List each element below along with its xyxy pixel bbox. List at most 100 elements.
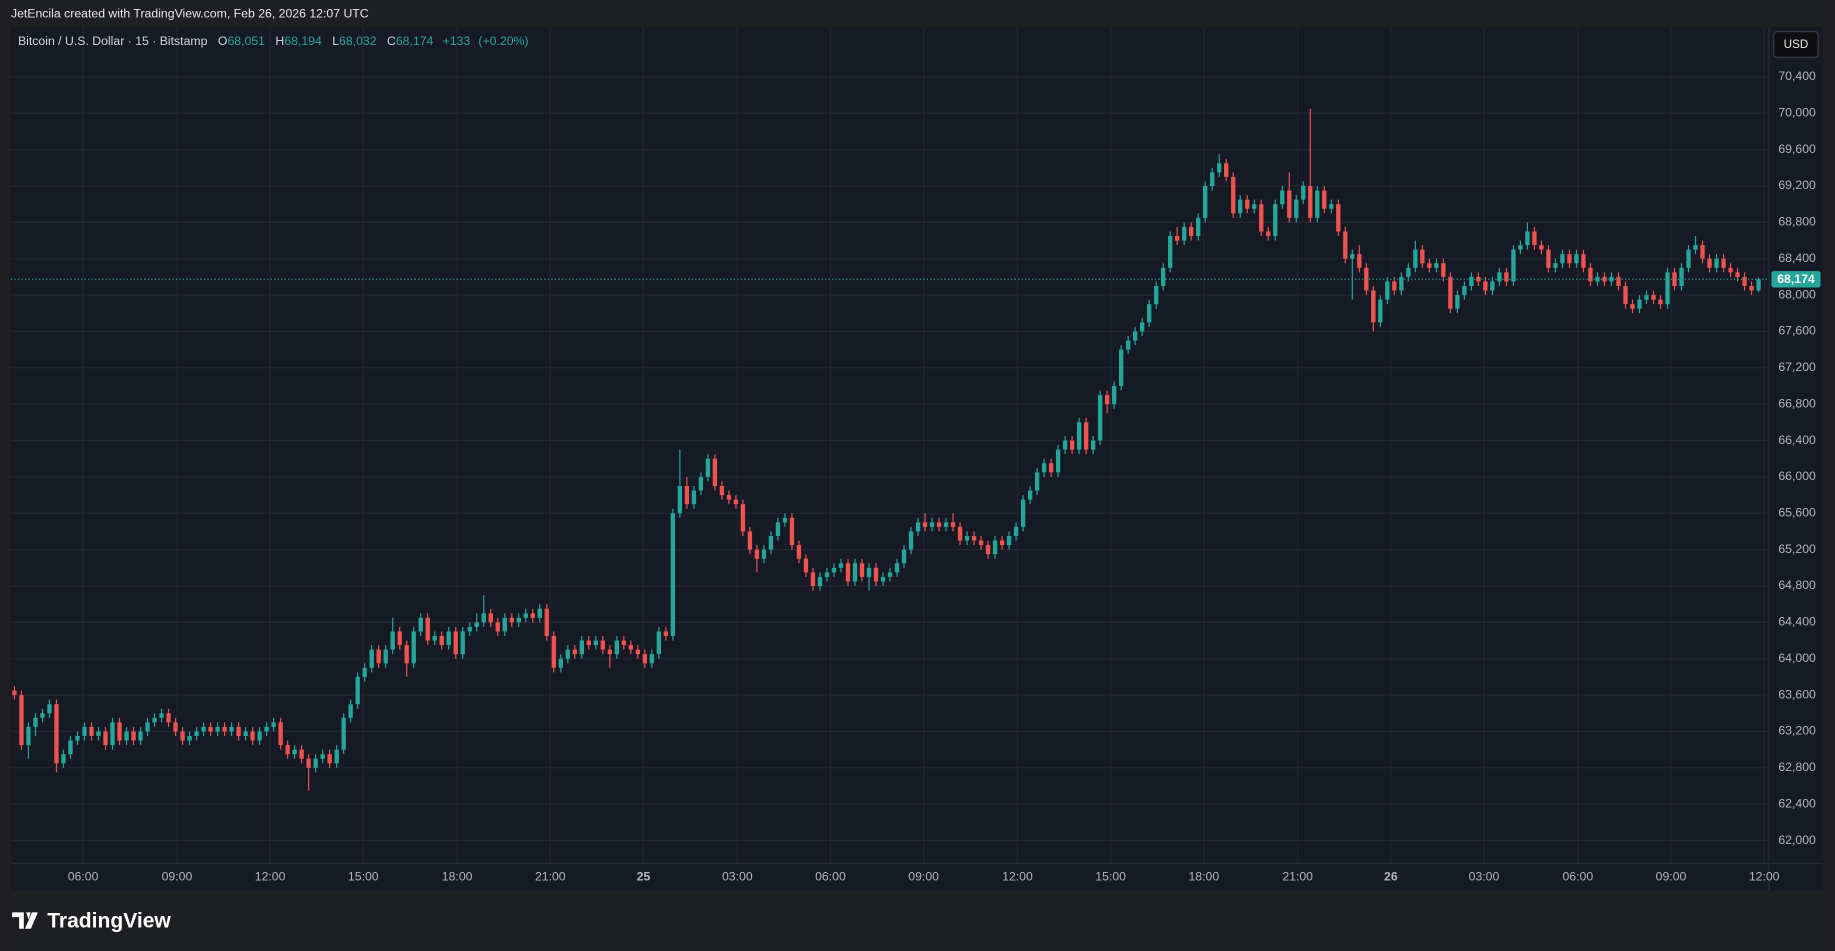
- candle-body: [1448, 276, 1453, 309]
- candle-body: [1427, 263, 1432, 268]
- candle-body: [12, 690, 17, 696]
- candle-body: [1062, 440, 1068, 450]
- candle-body: [222, 726, 227, 732]
- y-tick-label: 63,600: [1778, 687, 1816, 701]
- candle-body: [1013, 526, 1019, 536]
- candle-body: [768, 535, 774, 550]
- x-tick-label: 09:00: [908, 870, 939, 884]
- candle-body: [397, 631, 402, 646]
- candle-body: [1574, 254, 1579, 264]
- candle-body: [1546, 249, 1551, 268]
- candle-body: [670, 513, 676, 636]
- candle-body: [383, 649, 388, 664]
- candle-body: [1644, 295, 1649, 300]
- candle-body: [1728, 267, 1733, 273]
- symbol-title: Bitcoin / U.S. Dollar · 15 · Bitstamp: [18, 34, 208, 48]
- candle-body: [306, 758, 311, 768]
- chart-panel: [10, 26, 1823, 891]
- candle-body: [1371, 290, 1376, 323]
- candle-body: [1630, 304, 1635, 309]
- candle-body: [803, 558, 809, 573]
- candle-body: [796, 545, 802, 559]
- candle-body: [1315, 190, 1320, 218]
- x-tick-label: 06:00: [815, 870, 846, 884]
- candle-body: [1749, 285, 1754, 291]
- candle-body: [1420, 249, 1425, 264]
- candle-body: [831, 567, 837, 573]
- candle-body: [747, 531, 753, 550]
- y-tick-label: 69,600: [1778, 142, 1816, 156]
- candle-body: [1273, 204, 1278, 236]
- candle-body: [1329, 204, 1334, 209]
- candle-body: [173, 722, 178, 732]
- candle-body: [586, 640, 591, 646]
- candle-body: [1679, 267, 1684, 286]
- candle-body: [215, 726, 220, 732]
- candle-body: [677, 485, 683, 514]
- candle-body: [285, 745, 290, 755]
- candle-body: [1553, 263, 1558, 268]
- candle-body: [467, 626, 472, 632]
- candle-body: [1308, 185, 1313, 218]
- x-tick-label: 15:00: [1095, 870, 1126, 884]
- candle-body: [1203, 185, 1208, 218]
- candle-body: [1714, 258, 1719, 268]
- candle-body: [971, 535, 977, 541]
- currency-button[interactable]: [1773, 30, 1819, 58]
- candle-body: [866, 567, 872, 577]
- candle-body: [229, 726, 234, 732]
- candle-body: [1392, 281, 1397, 291]
- candle-body: [1469, 276, 1474, 286]
- y-tick-label: 70,400: [1778, 69, 1816, 83]
- x-tick-label: 21:00: [535, 870, 566, 884]
- candle-body: [1413, 249, 1418, 268]
- candle-body: [117, 722, 122, 741]
- y-tick-label: 66,400: [1778, 433, 1816, 447]
- x-tick-label: 09:00: [162, 870, 193, 884]
- candle-body: [131, 731, 136, 741]
- candle-body: [1238, 199, 1243, 214]
- candle-body: [1490, 281, 1495, 291]
- candle-body: [1210, 172, 1215, 186]
- candle-body: [103, 731, 108, 746]
- candle-body: [89, 726, 94, 736]
- candle-body: [551, 635, 556, 668]
- candle-body: [1441, 263, 1446, 277]
- candle-body: [901, 549, 907, 564]
- candle-body: [614, 640, 620, 655]
- candle-body: [1006, 535, 1012, 546]
- candle-body: [320, 754, 325, 759]
- candle-body: [453, 631, 458, 655]
- x-tick-label: 12:00: [1002, 870, 1033, 884]
- y-tick-label: 67,200: [1778, 360, 1816, 374]
- candle-body: [1525, 231, 1530, 246]
- candle-body: [782, 517, 788, 523]
- last-price-label: 68,174: [1777, 272, 1815, 286]
- x-tick-label: 03:00: [1469, 870, 1500, 884]
- candle-body: [635, 649, 641, 655]
- y-tick-label: 68,800: [1778, 215, 1816, 229]
- candle-body: [1651, 295, 1656, 300]
- candle-body: [201, 726, 206, 732]
- candle-body: [292, 749, 297, 755]
- candle-body: [943, 522, 949, 527]
- currency-button-label[interactable]: USD: [1784, 38, 1809, 51]
- candle-body: [348, 704, 353, 718]
- legend-change-pct: (+0.20%): [478, 34, 528, 48]
- candle-body: [964, 535, 970, 541]
- legend-value: 68,194: [284, 34, 322, 48]
- candle-body: [264, 726, 269, 732]
- y-tick-label: 64,400: [1778, 615, 1816, 629]
- candle-body: [845, 563, 851, 582]
- candle-body: [1686, 249, 1691, 268]
- candle-body: [236, 726, 241, 736]
- candle-body: [1567, 254, 1572, 264]
- candle-body: [1175, 235, 1180, 241]
- candle-body: [929, 522, 935, 527]
- candle-body: [187, 735, 192, 741]
- candle-body: [278, 722, 283, 746]
- candle-body: [82, 726, 87, 736]
- candle-body: [1343, 231, 1348, 259]
- candle-body: [362, 667, 367, 677]
